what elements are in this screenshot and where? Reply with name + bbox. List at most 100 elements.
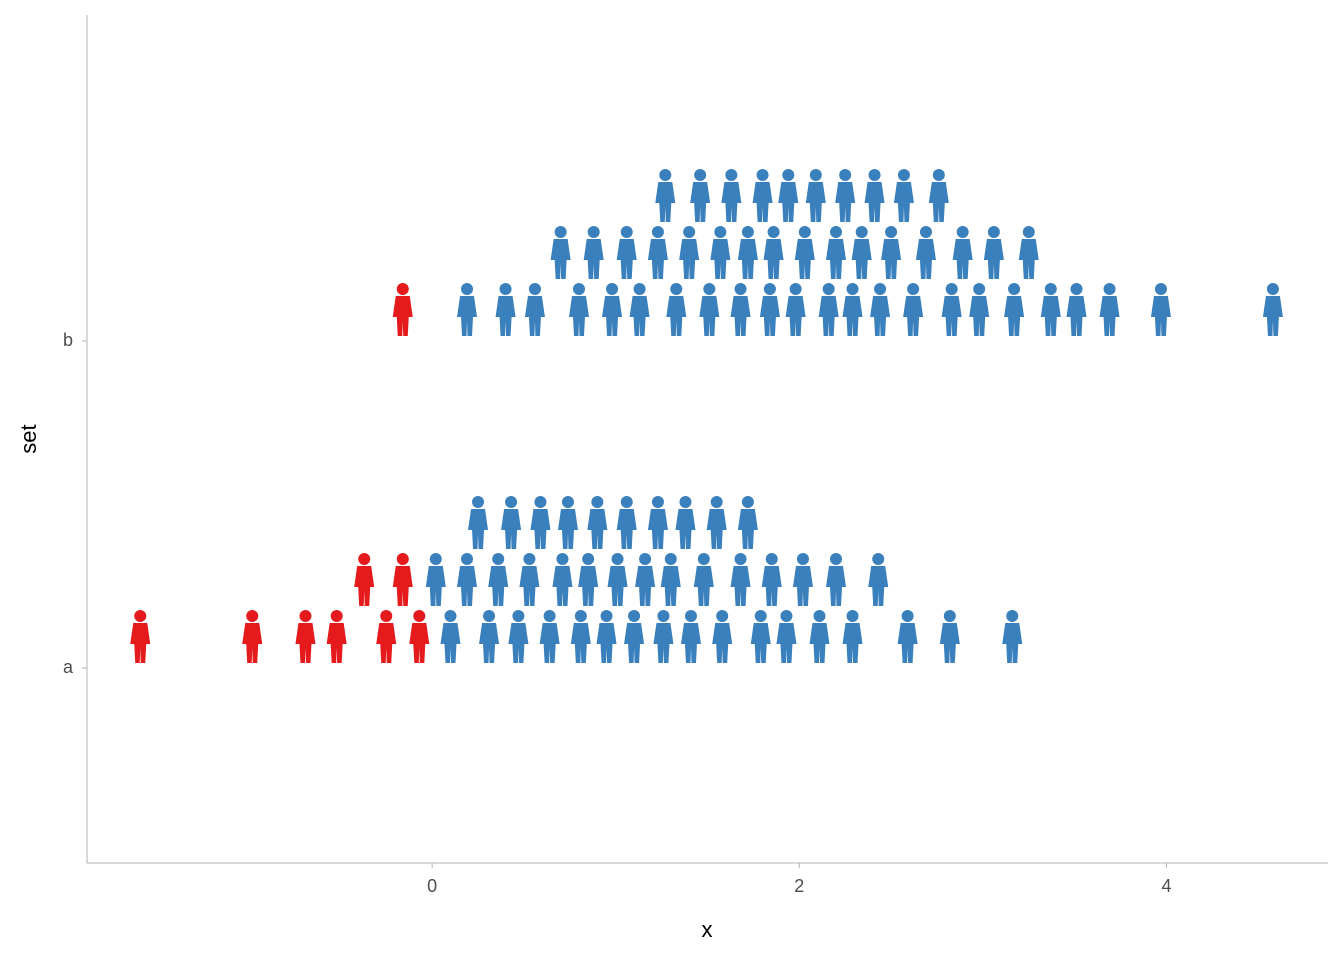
person-icon bbox=[647, 226, 668, 279]
person-icon bbox=[501, 496, 522, 549]
icon-head bbox=[534, 496, 547, 508]
person-icon bbox=[809, 610, 830, 663]
person-icon bbox=[1004, 283, 1025, 336]
person-icon bbox=[468, 496, 489, 549]
icon-body bbox=[881, 239, 902, 279]
person-icon bbox=[952, 226, 973, 279]
icon-head bbox=[528, 283, 541, 295]
icon-body bbox=[785, 296, 806, 336]
x-tick-label: 0 bbox=[427, 876, 437, 896]
icon-head bbox=[956, 226, 969, 238]
icon-head bbox=[574, 610, 587, 622]
person-icon bbox=[785, 283, 806, 336]
icon-head bbox=[943, 610, 956, 622]
person-icon bbox=[851, 226, 872, 279]
icon-body bbox=[557, 509, 578, 549]
person-icon bbox=[495, 283, 516, 336]
icon-body bbox=[761, 566, 782, 606]
icon-head bbox=[694, 169, 707, 181]
icon-body bbox=[792, 566, 813, 606]
icon-body bbox=[915, 239, 936, 279]
icon-body bbox=[552, 566, 573, 606]
icon-body bbox=[776, 623, 797, 663]
person-icon bbox=[750, 610, 771, 663]
person-icon bbox=[792, 553, 813, 606]
icon-head bbox=[901, 610, 914, 622]
icon-body bbox=[568, 296, 589, 336]
x-tick-label: 2 bbox=[794, 876, 804, 896]
icon-head bbox=[492, 553, 505, 565]
person-icon bbox=[602, 283, 623, 336]
icon-body bbox=[596, 623, 617, 663]
person-icon bbox=[1066, 283, 1087, 336]
icon-head bbox=[483, 610, 496, 622]
icon-body bbox=[730, 566, 751, 606]
icon-body bbox=[550, 239, 571, 279]
person-icon bbox=[776, 610, 797, 663]
icon-head bbox=[512, 610, 525, 622]
icon-head bbox=[734, 283, 747, 295]
icon-body bbox=[706, 509, 727, 549]
icon-body bbox=[680, 623, 701, 663]
icon-head bbox=[330, 610, 343, 622]
person-icon bbox=[629, 283, 650, 336]
icon-head bbox=[380, 610, 393, 622]
icon-body bbox=[616, 509, 637, 549]
icon-head bbox=[461, 553, 474, 565]
person-icon bbox=[457, 553, 478, 606]
icon-body bbox=[570, 623, 591, 663]
icon-body bbox=[759, 296, 780, 336]
icon-head bbox=[572, 283, 585, 295]
icon-head bbox=[633, 283, 646, 295]
icon-body bbox=[479, 623, 500, 663]
icon-head bbox=[1044, 283, 1057, 295]
icon-head bbox=[872, 553, 885, 565]
icon-body bbox=[826, 239, 847, 279]
person-icon bbox=[818, 283, 839, 336]
icon-body bbox=[1262, 296, 1283, 336]
icon-body bbox=[468, 509, 489, 549]
person-icon bbox=[805, 169, 826, 222]
person-icon bbox=[242, 610, 263, 663]
icon-head bbox=[556, 553, 569, 565]
icon-body bbox=[457, 566, 478, 606]
icon-head bbox=[855, 226, 868, 238]
icon-head bbox=[651, 226, 664, 238]
person-icon bbox=[583, 226, 604, 279]
icon-head bbox=[134, 610, 147, 622]
icon-head bbox=[846, 610, 859, 622]
icon-head bbox=[554, 226, 567, 238]
person-icon bbox=[690, 169, 711, 222]
icon-head bbox=[763, 283, 776, 295]
icon-head bbox=[987, 226, 1000, 238]
icon-head bbox=[780, 610, 793, 622]
icon-body bbox=[893, 182, 914, 222]
icon-head bbox=[798, 226, 811, 238]
person-icon bbox=[983, 226, 1004, 279]
icon-head bbox=[600, 610, 613, 622]
icon-head bbox=[684, 610, 697, 622]
icon-body bbox=[794, 239, 815, 279]
icon-head bbox=[725, 169, 738, 181]
icon-head bbox=[413, 610, 426, 622]
person-icon bbox=[868, 553, 889, 606]
icon-body bbox=[737, 239, 758, 279]
person-icon bbox=[409, 610, 430, 663]
icon-head bbox=[703, 283, 716, 295]
icon-head bbox=[657, 610, 670, 622]
icon-head bbox=[472, 496, 485, 508]
person-icon bbox=[881, 226, 902, 279]
person-icon bbox=[842, 610, 863, 663]
icon-head bbox=[710, 496, 723, 508]
person-icon bbox=[903, 283, 924, 336]
icon-head bbox=[444, 610, 457, 622]
x-tick-label: 4 bbox=[1161, 876, 1171, 896]
person-icon bbox=[1150, 283, 1171, 336]
person-icon bbox=[763, 226, 784, 279]
icon-head bbox=[587, 226, 600, 238]
icon-body bbox=[354, 566, 375, 606]
icon-head bbox=[1006, 610, 1019, 622]
person-icon bbox=[488, 553, 509, 606]
icon-body bbox=[539, 623, 560, 663]
icon-body bbox=[763, 239, 784, 279]
